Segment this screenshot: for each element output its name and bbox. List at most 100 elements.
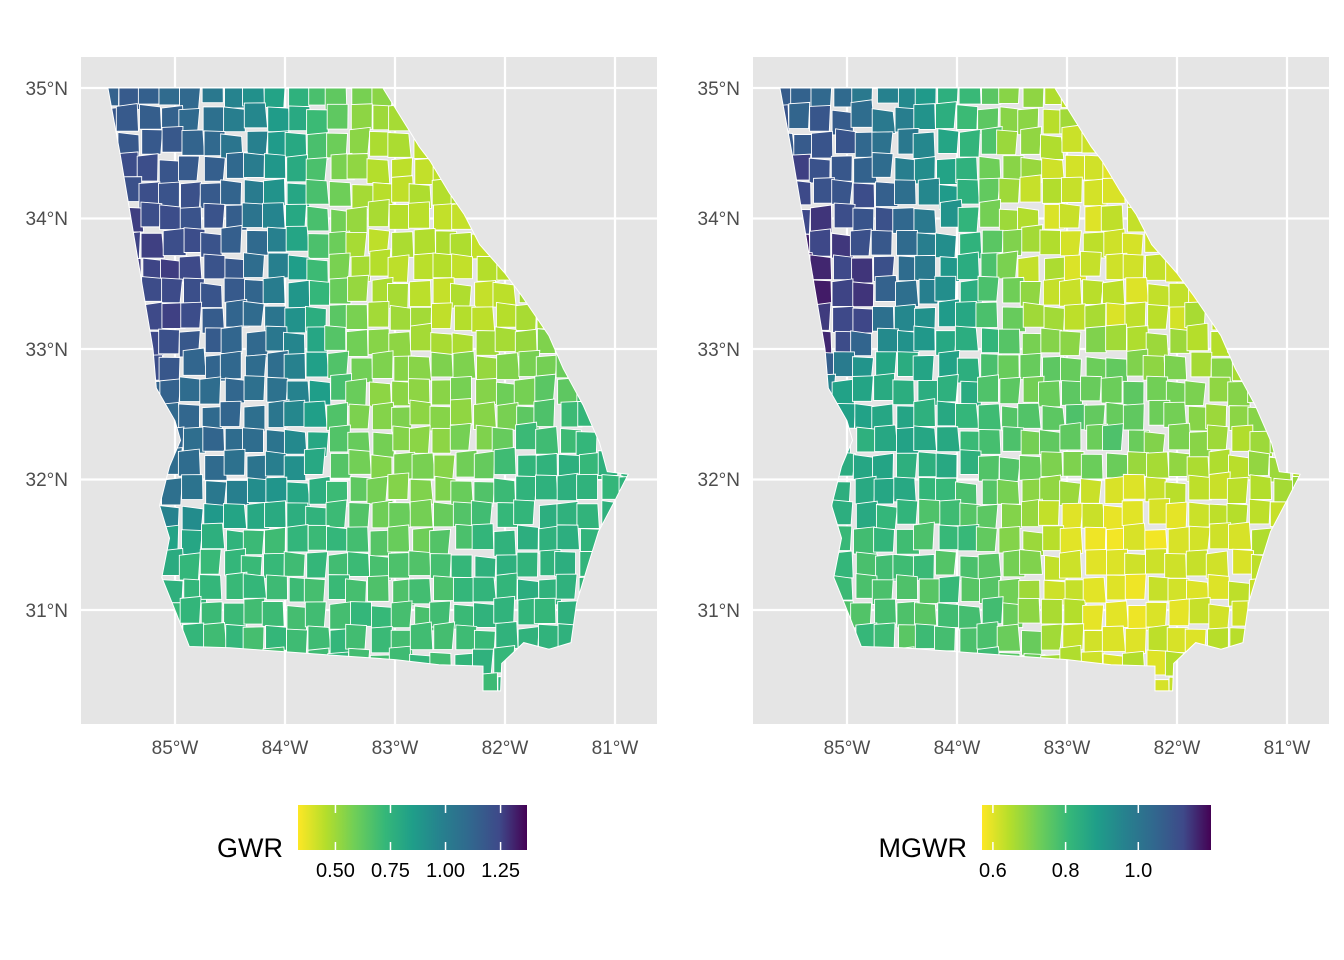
county-polygon — [493, 477, 516, 504]
county-polygon — [515, 421, 540, 451]
county-polygon — [182, 426, 206, 454]
county-polygon — [205, 480, 228, 506]
county-polygon — [329, 277, 352, 305]
county-polygon — [1058, 202, 1081, 229]
county-polygon — [1060, 356, 1082, 383]
county-polygon — [219, 400, 242, 428]
county-polygon — [809, 254, 833, 281]
county-polygon — [408, 578, 432, 605]
county-polygon — [430, 351, 454, 378]
county-polygon — [1038, 380, 1062, 408]
county-polygon — [199, 376, 222, 405]
colorbar-legend: GWR 0.50 0.75 1.00 1.25 — [217, 805, 527, 882]
county-polygon — [1122, 253, 1145, 280]
county-polygon — [283, 455, 307, 482]
county-polygon — [178, 403, 201, 430]
county-polygon — [161, 277, 183, 304]
county-polygon — [261, 601, 285, 627]
county-polygon — [912, 354, 935, 382]
county-polygon — [220, 179, 242, 206]
county-polygon — [182, 347, 207, 376]
county-polygon — [324, 325, 347, 351]
county-polygon — [1124, 301, 1147, 330]
county-polygon — [975, 526, 998, 552]
county-polygon — [996, 623, 1022, 652]
county-polygon — [852, 307, 875, 334]
county-polygon — [1164, 354, 1188, 381]
county-polygon — [1082, 576, 1107, 604]
county-polygon — [809, 104, 831, 132]
county-polygon — [473, 450, 496, 480]
county-polygon — [1079, 250, 1102, 277]
county-polygon — [408, 550, 432, 576]
county-polygon — [348, 126, 371, 156]
county-polygon — [1021, 332, 1044, 359]
county-polygon — [325, 499, 348, 528]
county-polygon — [954, 325, 979, 352]
county-polygon — [409, 498, 434, 528]
county-polygon — [328, 303, 351, 331]
legend-title: MGWR — [879, 833, 967, 863]
county-polygon — [387, 283, 409, 309]
county-polygon — [958, 88, 982, 105]
county-polygon — [1123, 522, 1148, 551]
county-polygon — [390, 600, 413, 629]
county-polygon — [913, 425, 938, 452]
county-polygon — [284, 131, 308, 158]
county-polygon — [161, 125, 184, 153]
county-polygon — [854, 475, 877, 505]
county-polygon — [1020, 126, 1043, 155]
county-polygon — [937, 602, 960, 629]
lon-label-82: 82°W — [482, 738, 529, 759]
colorbar-tick-label: 0.8 — [1052, 860, 1080, 882]
county-polygon — [955, 300, 977, 328]
county-polygon — [223, 106, 246, 133]
county-polygon — [243, 597, 266, 625]
county-polygon — [345, 623, 368, 650]
colorbar — [298, 805, 527, 850]
county-polygon — [246, 130, 269, 157]
county-polygon — [350, 103, 373, 130]
county-polygon — [391, 231, 415, 258]
county-polygon — [852, 454, 875, 480]
county-polygon — [203, 622, 228, 650]
county-polygon — [896, 452, 918, 479]
county-polygon — [345, 304, 369, 330]
county-polygon — [977, 275, 1000, 302]
county-polygon — [1106, 574, 1129, 601]
county-polygon — [179, 595, 202, 624]
county-polygon — [306, 109, 329, 135]
county-polygon — [202, 106, 227, 132]
county-polygon — [892, 379, 915, 406]
state-outline — [107, 87, 629, 692]
lat-label-35: 35°N — [698, 79, 740, 100]
county-polygon — [180, 181, 202, 209]
county-polygon — [1168, 422, 1192, 451]
county-polygon — [366, 158, 391, 184]
county-polygon — [178, 552, 201, 581]
county-polygon — [875, 181, 899, 208]
county-polygon — [286, 154, 309, 183]
county-polygon — [1039, 229, 1062, 256]
county-polygon — [224, 377, 247, 404]
county-polygon — [1022, 301, 1047, 328]
county-polygon — [264, 526, 286, 556]
county-polygon — [1122, 380, 1145, 407]
county-polygon — [1080, 478, 1103, 504]
county-polygon — [998, 88, 1021, 104]
county-polygon — [476, 355, 498, 382]
county-polygon — [918, 498, 942, 525]
county-polygon — [262, 275, 286, 304]
county-polygon — [533, 597, 557, 624]
county-polygon — [1020, 429, 1043, 456]
county-polygon — [181, 474, 204, 501]
county-polygon — [177, 448, 201, 477]
county-polygon — [136, 153, 159, 182]
county-polygon — [493, 529, 517, 557]
county-polygon — [917, 177, 941, 206]
county-polygon — [181, 529, 203, 555]
county-polygon — [1145, 601, 1168, 628]
county-polygon — [305, 351, 330, 378]
county-polygon — [264, 500, 287, 528]
county-polygon — [223, 277, 248, 304]
